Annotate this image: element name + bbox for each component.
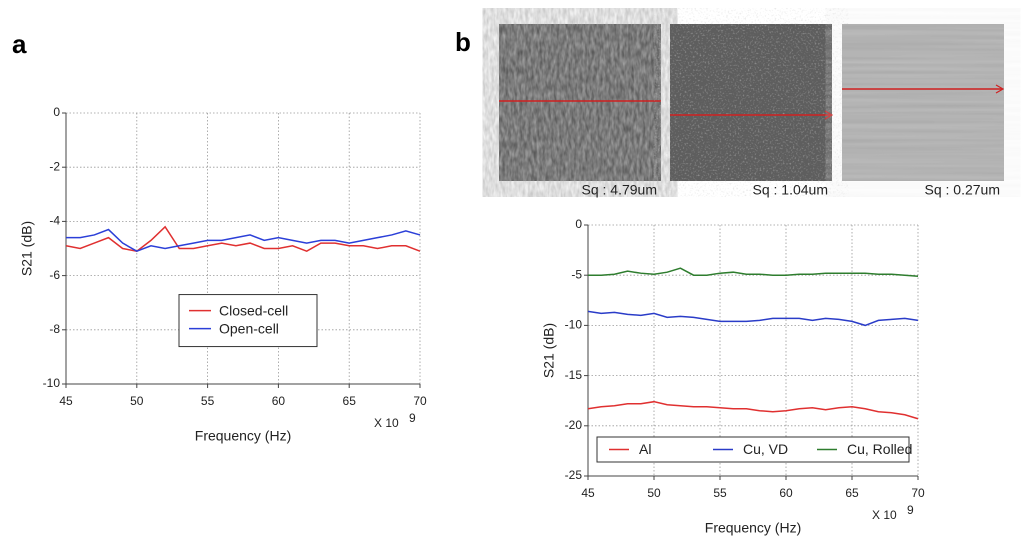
y-tick-label: -20 [565,418,583,432]
data-line [587,400,919,420]
x-tick-label: 50 [647,486,661,500]
surface-image [670,24,834,181]
x-multiplier: X 10 [872,508,897,522]
y-axis-label: S21 (dB) [19,221,35,276]
surface-image [842,24,1005,181]
y-tick-label: -5 [571,267,582,281]
data-line [588,267,919,277]
image-caption: Sq : 0.27um [925,182,1001,198]
x-tick-label: 65 [343,394,357,408]
y-tick-label: -6 [49,268,60,282]
y-tick-label: -2 [49,159,60,173]
x-tick-label: 70 [413,394,427,408]
legend-label: Al [639,441,651,457]
legend-label: Open-cell [219,320,279,336]
x-tick-label: 55 [201,394,215,408]
y-tick-label: -15 [565,368,583,382]
chart: -10 -8 -6 -4 -2 0 45 50 55 60 65 70 Frequency (Hz) S2… [19,105,427,444]
chart: -25 -20 -15 -10 -5 0 45 50 55 60 65 70 Frequency (Hz… [541,217,925,536]
y-tick-label: -10 [43,376,61,390]
x-tick-label: 55 [713,486,727,500]
x-multiplier: X 10 [374,416,399,430]
x-multiplier-exponent: 9 [409,411,416,425]
y-tick-label: -8 [49,322,60,336]
image-caption: Sq : 1.04um [753,182,829,198]
x-multiplier-exponent: 9 [907,503,914,517]
legend-label: Cu, VD [743,441,788,457]
y-tick-label: 0 [575,217,582,231]
x-tick-label: 45 [59,394,73,408]
x-tick-label: 60 [779,486,793,500]
data-line [587,310,919,327]
image-caption: Sq : 4.79um [582,182,658,198]
data-line [66,228,421,253]
y-tick-label: 0 [53,105,60,119]
legend-label: Cu, Rolled [847,441,912,457]
x-tick-label: 50 [130,394,144,408]
y-tick-label: -25 [565,468,583,482]
legend-box [178,294,318,348]
surface-image [499,24,661,181]
y-tick-label: -4 [49,214,60,228]
legend-box [596,436,910,463]
y-axis-label: S21 (dB) [541,323,557,378]
legend-label: Closed-cell [219,302,288,318]
panel-label: b [455,27,471,57]
panel-label: a [12,29,27,59]
y-tick-label: -10 [565,318,583,332]
x-axis-label: Frequency (Hz) [705,520,801,536]
x-tick-label: 60 [272,394,286,408]
x-tick-label: 70 [911,486,925,500]
data-line [65,225,421,253]
x-tick-label: 45 [581,486,595,500]
x-tick-label: 65 [845,486,859,500]
x-axis-label: Frequency (Hz) [195,428,291,444]
